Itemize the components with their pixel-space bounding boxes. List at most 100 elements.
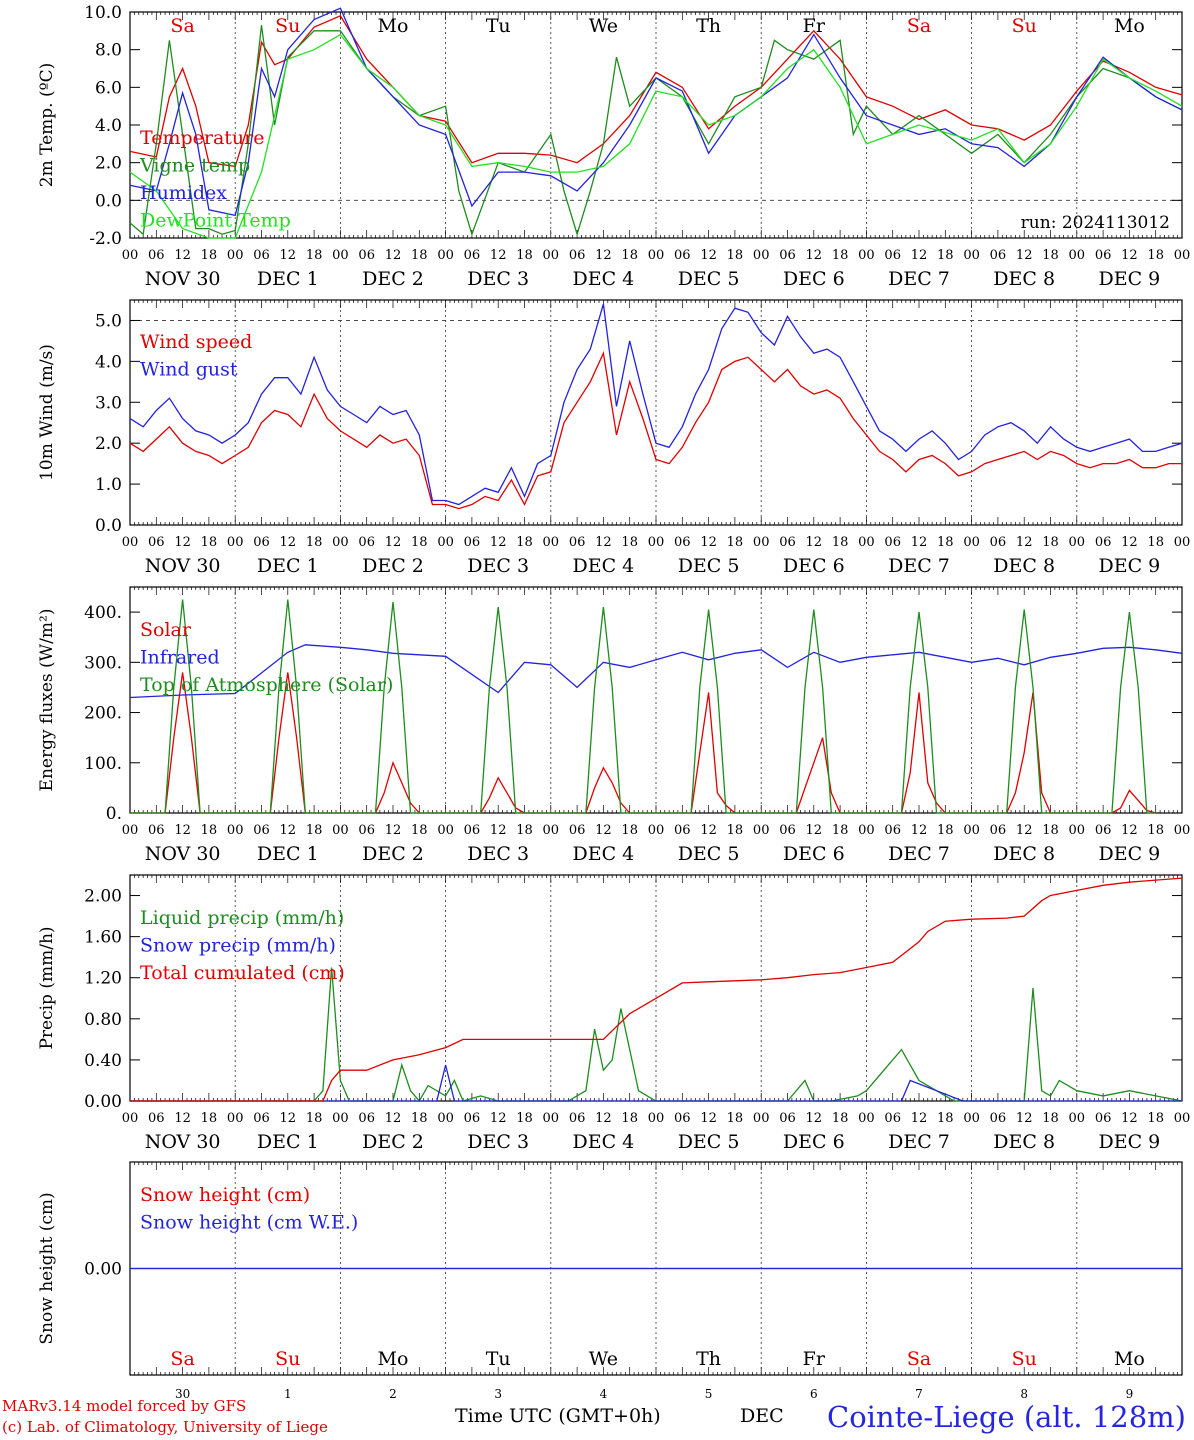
hour-tick-label: 06 <box>148 823 165 838</box>
hour-tick-label: 06 <box>464 1111 481 1126</box>
hour-tick-label: 18 <box>937 535 954 550</box>
hour-tick-label: 00 <box>1174 535 1191 550</box>
hour-tick-label: 06 <box>1095 823 1112 838</box>
hour-tick-label: 00 <box>437 248 454 263</box>
y-tick-label: 200. <box>84 704 122 724</box>
hour-tick-label: 00 <box>963 535 980 550</box>
series-line <box>129 303 1183 506</box>
run-annotation: run: 2024113012 <box>1021 213 1170 233</box>
hour-tick-label: 06 <box>464 823 481 838</box>
hour-tick-label: 00 <box>753 535 770 550</box>
hour-tick-label: 12 <box>806 1111 823 1126</box>
hour-tick-label: 00 <box>122 535 139 550</box>
series-line <box>129 350 1182 510</box>
hour-tick-label: 18 <box>201 248 218 263</box>
hour-tick-label: 00 <box>753 248 770 263</box>
hour-tick-label: 00 <box>963 1111 980 1126</box>
lab-credit: (c) Lab. of Climatology, University of L… <box>2 1418 328 1436</box>
hour-tick-label: 12 <box>700 1111 717 1126</box>
y-tick-label: 5.0 <box>95 311 122 331</box>
hour-tick-label: 06 <box>253 248 270 263</box>
hour-tick-label: 18 <box>937 823 954 838</box>
hour-tick-label: 18 <box>411 535 428 550</box>
date-label: DEC 8 <box>993 843 1055 865</box>
legend-entry: Wind speed <box>140 331 252 353</box>
hour-tick-label: 00 <box>543 1111 560 1126</box>
hour-tick-label: 18 <box>411 823 428 838</box>
hour-tick-label: 18 <box>1147 1111 1164 1126</box>
hour-tick-label: 00 <box>332 823 349 838</box>
weekday-label: Su <box>1012 1348 1037 1370</box>
hour-tick-label: 00 <box>437 535 454 550</box>
hour-tick-label: 12 <box>911 248 928 263</box>
date-label: DEC 2 <box>362 555 424 577</box>
hour-tick-label: 12 <box>595 823 612 838</box>
series-line <box>129 644 1183 699</box>
hour-tick-label: 12 <box>280 248 297 263</box>
hour-tick-label: 06 <box>253 823 270 838</box>
hour-tick-label: 18 <box>937 1111 954 1126</box>
hour-tick-label: 06 <box>990 535 1007 550</box>
legend-entry: Total cumulated (cm) <box>140 962 345 984</box>
weekday-label: Su <box>275 1348 300 1370</box>
y-tick-label: 0.0 <box>95 516 122 536</box>
y-tick-label: 400. <box>84 603 122 623</box>
hour-tick-label: 00 <box>332 248 349 263</box>
hour-tick-label: 12 <box>911 535 928 550</box>
hour-tick-label: 18 <box>306 1111 323 1126</box>
y-tick-label: 10.0 <box>84 3 122 23</box>
hour-tick-label: 12 <box>174 823 191 838</box>
date-label: DEC 2 <box>362 843 424 865</box>
hour-tick-label: 06 <box>779 1111 796 1126</box>
date-label: DEC 1 <box>257 1131 319 1153</box>
date-label: DEC 8 <box>993 1131 1055 1153</box>
hour-tick-label: 12 <box>1016 823 1033 838</box>
y-tick-label: 1.0 <box>95 475 122 495</box>
date-label: DEC 7 <box>888 1131 950 1153</box>
weekday-label: Mo <box>378 15 409 37</box>
date-label: NOV 30 <box>145 843 221 865</box>
hour-tick-label: 00 <box>227 823 244 838</box>
date-label: NOV 30 <box>145 1131 221 1153</box>
hour-tick-label: 06 <box>464 248 481 263</box>
hour-tick-label: 06 <box>674 1111 691 1126</box>
hour-tick-label: 00 <box>227 1111 244 1126</box>
hour-tick-label: 06 <box>358 1111 375 1126</box>
weekday-label: Mo <box>1114 15 1145 37</box>
date-label: DEC 8 <box>993 268 1055 290</box>
hour-tick-label: 00 <box>543 823 560 838</box>
hour-tick-label: 18 <box>516 535 533 550</box>
day-number-label: 9 <box>1126 1387 1134 1401</box>
series-line <box>130 967 1183 1103</box>
hour-tick-label: 06 <box>569 535 586 550</box>
hour-tick-label: 06 <box>884 535 901 550</box>
legend-entry: Temperature <box>140 127 264 149</box>
day-number-label: 5 <box>705 1387 713 1401</box>
hour-tick-label: 00 <box>963 248 980 263</box>
hour-tick-label: 18 <box>411 1111 428 1126</box>
legend-entry: DewPoint Temp <box>140 210 291 232</box>
weekday-label: Sa <box>170 1348 194 1370</box>
hour-tick-label: 00 <box>1174 1111 1191 1126</box>
y-tick-label: 8.0 <box>95 41 122 61</box>
panel-frame <box>129 586 1183 814</box>
hour-tick-label: 06 <box>148 1111 165 1126</box>
hour-tick-label: 12 <box>1121 248 1138 263</box>
legend-entry: Wind gust <box>140 359 238 381</box>
hour-tick-label: 00 <box>332 535 349 550</box>
hour-tick-label: 12 <box>385 1111 402 1126</box>
hour-tick-label: 18 <box>1147 535 1164 550</box>
hour-tick-label: 18 <box>201 1111 218 1126</box>
hour-tick-label: 18 <box>1147 823 1164 838</box>
hour-tick-label: 00 <box>543 248 560 263</box>
hour-tick-label: 18 <box>516 823 533 838</box>
hour-tick-label: 00 <box>122 1111 139 1126</box>
panel-frame <box>129 11 1183 239</box>
legend-entry: Snow height (cm) <box>140 1184 310 1206</box>
hour-tick-label: 18 <box>832 535 849 550</box>
legend-entry: Humidex <box>140 182 227 204</box>
y-tick-label: 0.00 <box>84 1260 122 1280</box>
hour-tick-label: 18 <box>306 535 323 550</box>
date-label: NOV 30 <box>145 555 221 577</box>
y-axis-label: Snow height (cm) <box>37 1192 57 1344</box>
